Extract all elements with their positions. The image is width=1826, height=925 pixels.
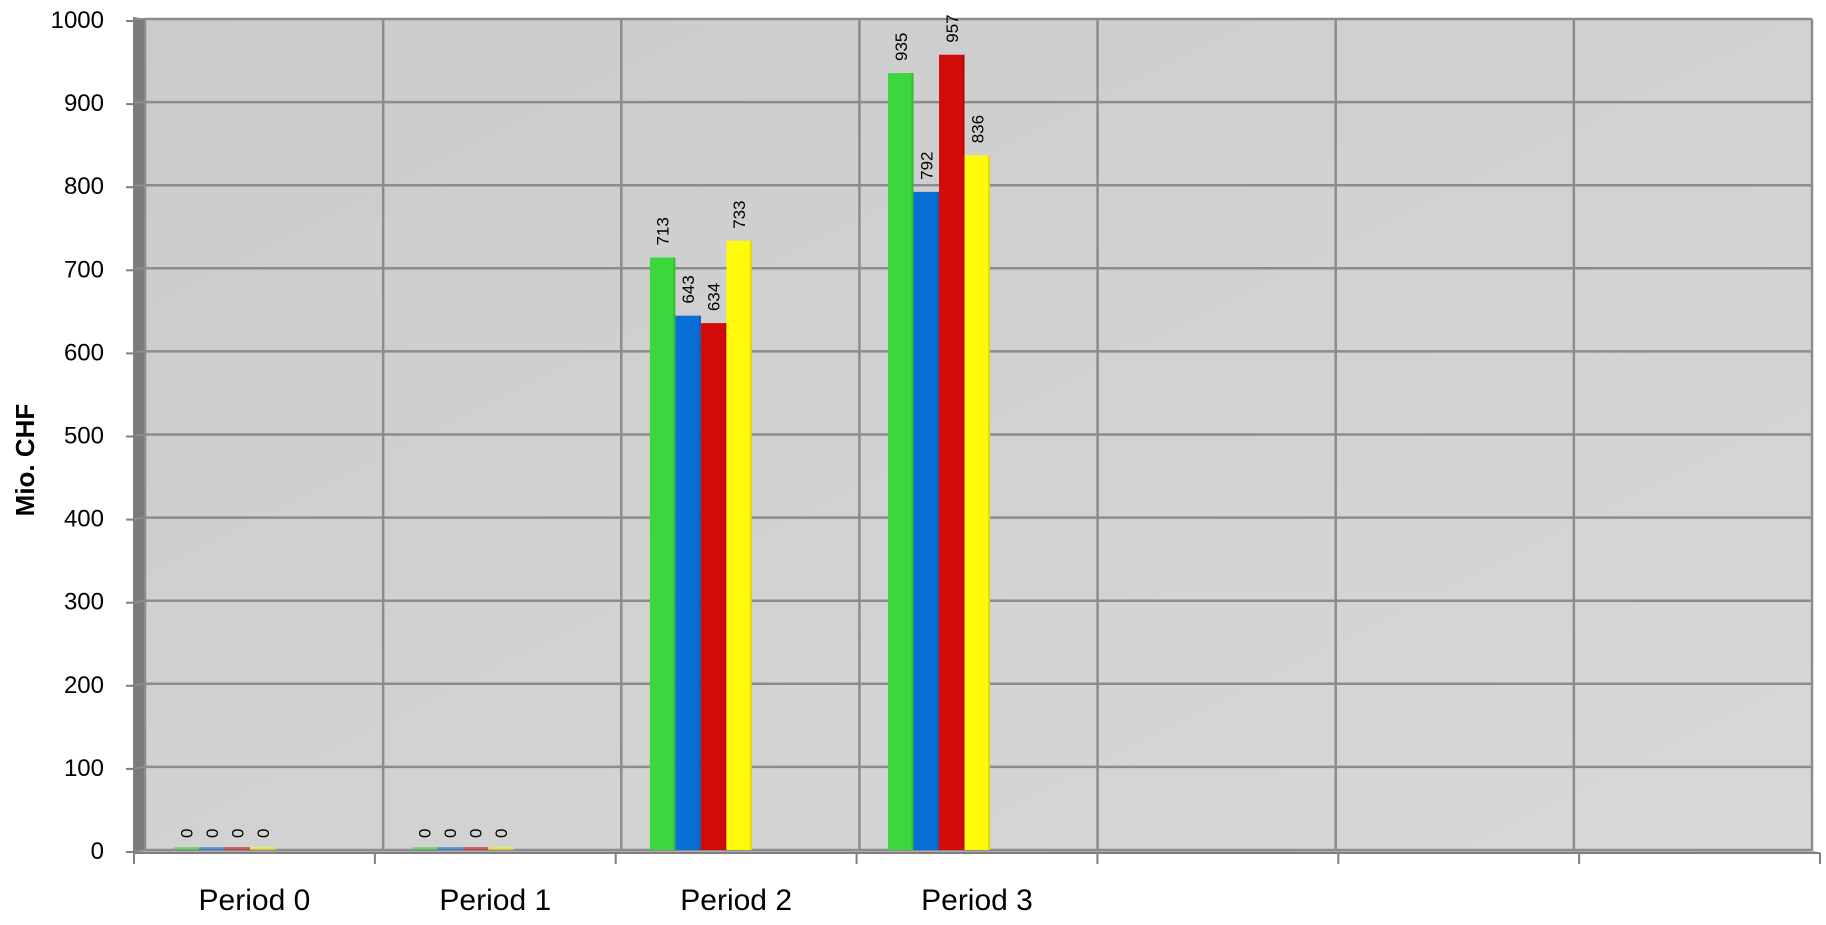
bar-shade: [963, 55, 965, 850]
data-label: 0: [254, 829, 273, 838]
bar: [965, 155, 991, 850]
y-gridline-depth: [134, 435, 145, 436]
bar: [437, 847, 463, 850]
bar: [888, 73, 914, 850]
bar: [174, 847, 200, 850]
bar: [914, 192, 940, 850]
data-label: 634: [705, 283, 724, 311]
x-tick-label: Period 2: [680, 884, 792, 917]
y-gridline-depth: [134, 518, 145, 519]
data-label: 733: [730, 201, 749, 229]
y-axis-title: Mio. CHF: [10, 404, 40, 517]
bar-shade: [699, 316, 701, 850]
bar-shade: [673, 257, 675, 850]
y-gridline-depth: [134, 268, 145, 269]
y-gridline-depth: [134, 351, 145, 352]
y-tick-label: 300: [64, 589, 104, 616]
data-label: 957: [943, 14, 962, 42]
y-tick-label: 900: [64, 90, 104, 117]
bar: [650, 257, 676, 850]
y-tick-label: 400: [64, 506, 104, 533]
y-tick-label: 200: [64, 672, 104, 699]
x-tick-label: Period 3: [921, 884, 1033, 917]
y-tick-label: 600: [64, 339, 104, 366]
bar-shade: [750, 241, 752, 850]
data-label: 0: [228, 829, 247, 838]
data-label: 792: [917, 151, 936, 179]
bar: [488, 847, 514, 850]
data-label: 0: [203, 829, 222, 838]
bar: [199, 847, 225, 850]
x-tick-label: Period 0: [199, 884, 311, 917]
bar-shade: [724, 323, 726, 850]
bar: [675, 316, 701, 850]
y-tick-label: 700: [64, 256, 104, 283]
y-tick-label: 1000: [51, 7, 104, 34]
data-label: 935: [892, 33, 911, 61]
bar: [701, 323, 727, 850]
bar-shade: [912, 73, 914, 850]
bar: [250, 847, 275, 850]
data-label: 0: [466, 829, 485, 838]
bar-shade: [937, 192, 939, 850]
data-label: 0: [415, 829, 434, 838]
bar: [225, 847, 251, 850]
data-label: 0: [177, 829, 196, 838]
y-tick-label: 500: [64, 423, 104, 450]
data-label: 0: [441, 829, 460, 838]
bar: [412, 847, 438, 850]
data-label: 0: [492, 829, 511, 838]
data-label: 713: [654, 217, 673, 245]
bar: [939, 55, 965, 850]
x-tick-label: Period 1: [439, 884, 551, 917]
data-label: 836: [968, 115, 987, 143]
bar: [726, 241, 752, 850]
y-tick-label: 100: [64, 755, 104, 782]
y-tick-label: 0: [91, 838, 104, 865]
bar: [463, 847, 489, 850]
bar-shade: [988, 155, 990, 850]
data-label: 643: [679, 275, 698, 303]
y-tick-label: 800: [64, 173, 104, 200]
y-gridline-depth: [134, 601, 145, 602]
